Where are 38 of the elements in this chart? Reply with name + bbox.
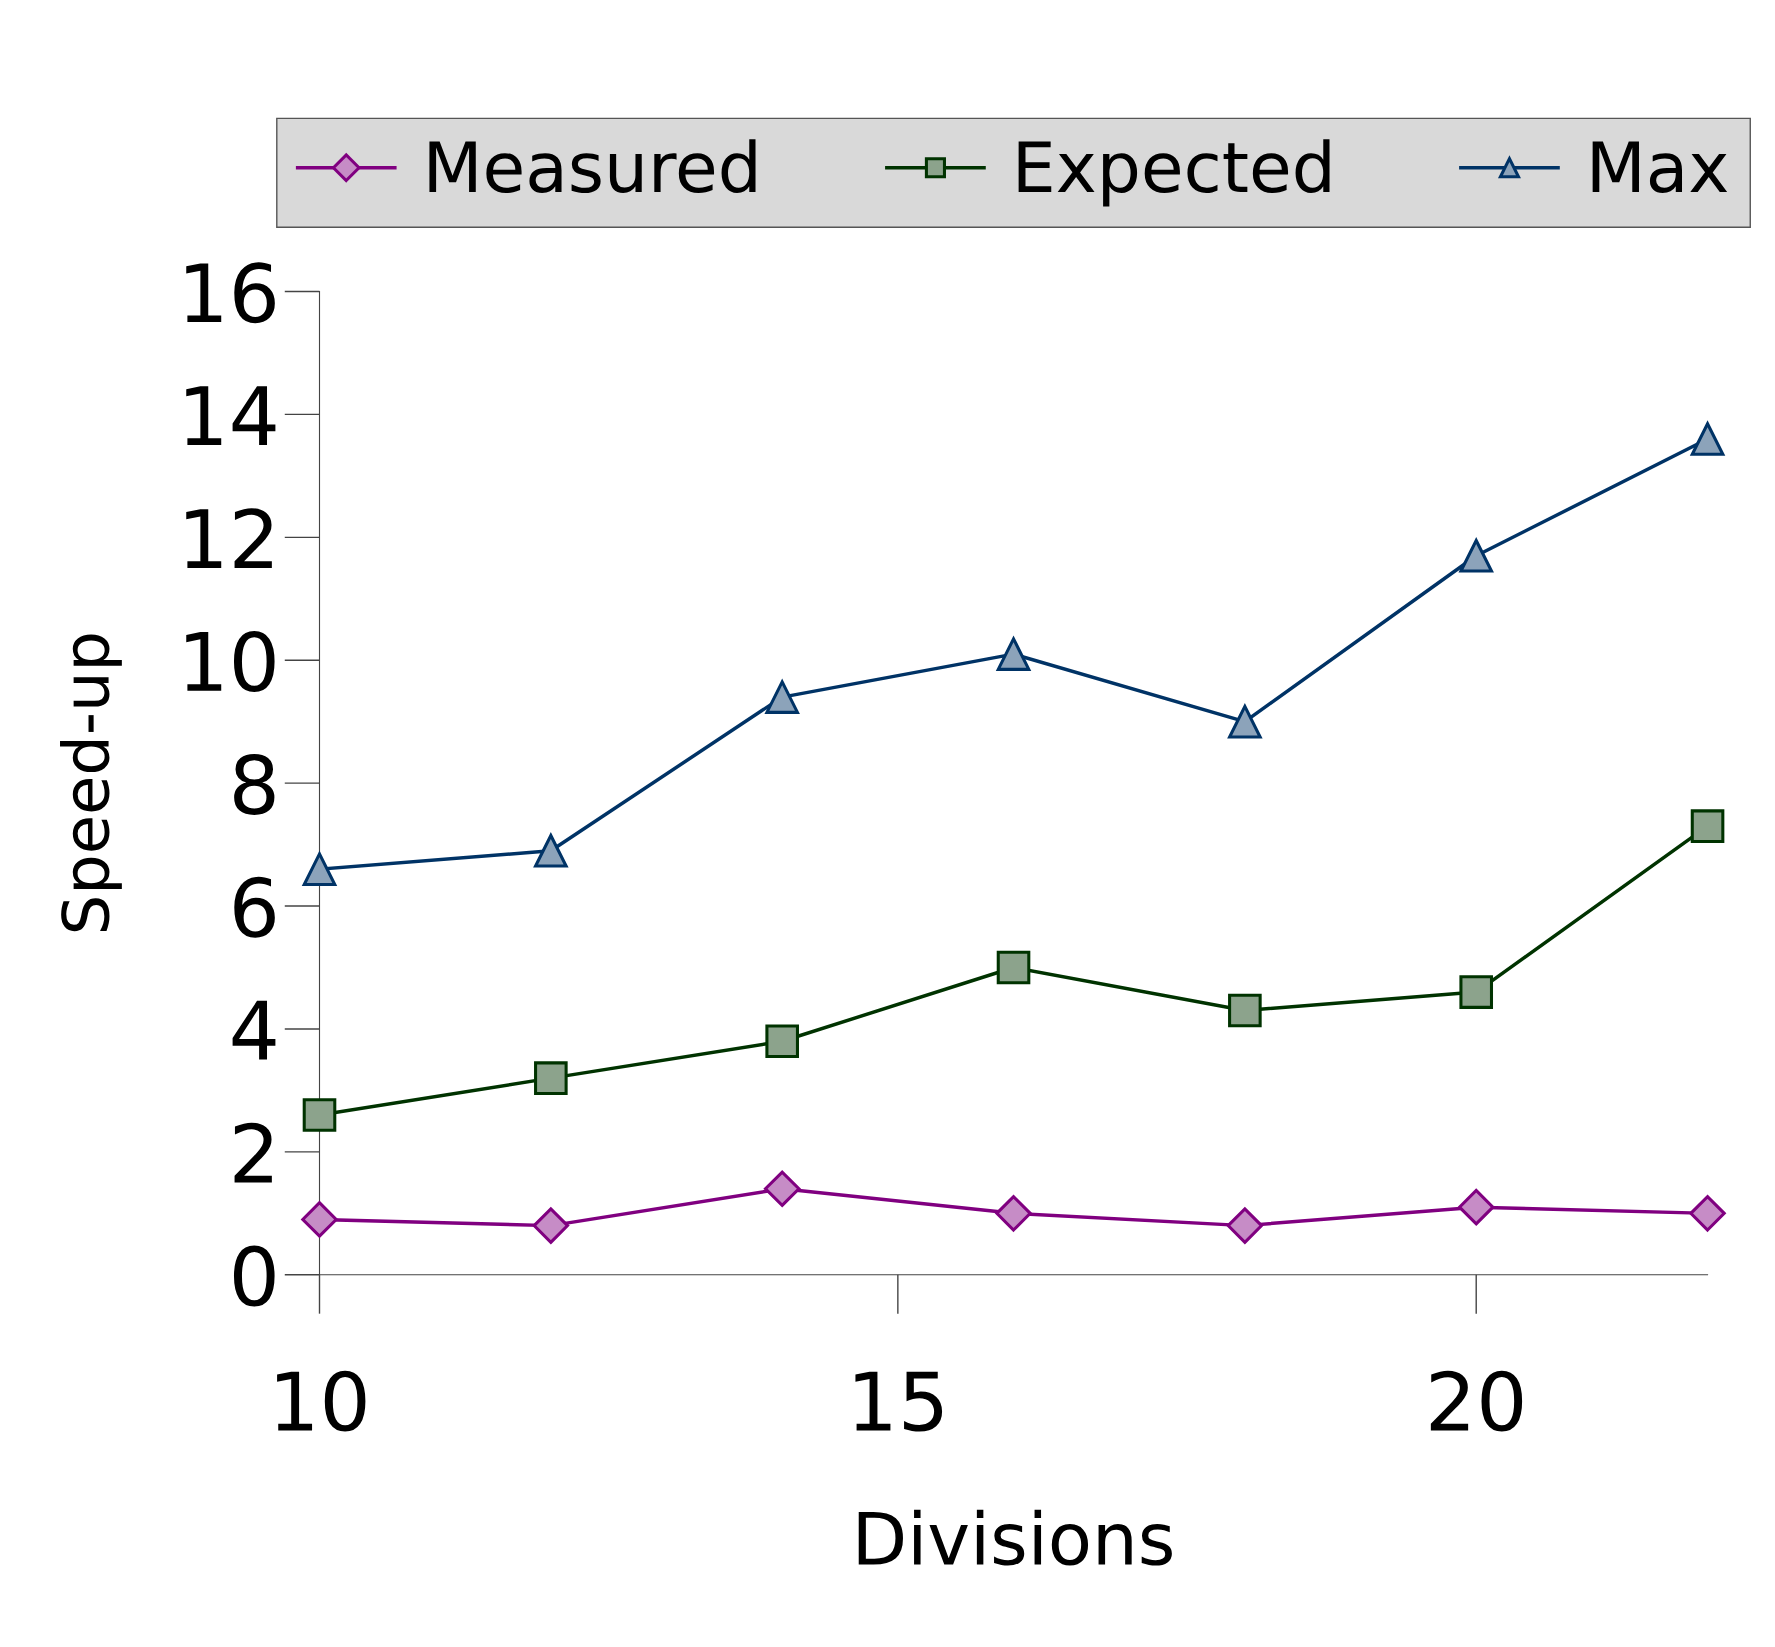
y-tick-label: 8 — [234, 753, 275, 815]
y-tick-label: 4 — [232, 1000, 276, 1060]
y-tick-label: 6 — [234, 876, 275, 938]
x-tick-label: 20 — [1430, 1370, 1523, 1432]
legend-label: Max — [1592, 141, 1728, 194]
point — [996, 637, 1031, 671]
point — [1690, 809, 1725, 843]
point — [1690, 422, 1725, 456]
point — [765, 680, 799, 714]
point — [1459, 538, 1494, 573]
point — [301, 1201, 338, 1238]
point — [1457, 1188, 1495, 1226]
point — [1228, 993, 1262, 1028]
point — [534, 1061, 568, 1095]
point — [996, 950, 1031, 985]
point — [1228, 704, 1262, 739]
y-axis-title: Speed-up — [60, 634, 122, 932]
legend-label: Expected — [1018, 139, 1330, 207]
y-tick-label: 10 — [186, 631, 275, 692]
point — [302, 852, 337, 886]
point — [763, 1170, 801, 1207]
y-tick-label: 0 — [233, 1245, 275, 1307]
point — [1459, 975, 1494, 1009]
x-axis-title: Divisions — [858, 1509, 1172, 1566]
point — [1689, 1195, 1726, 1232]
point — [995, 1195, 1032, 1232]
y-tick-label: 12 — [186, 508, 272, 568]
x-tick-label: 10 — [277, 1370, 366, 1432]
y-tick-label: 16 — [186, 262, 275, 324]
legend-label: Measured — [429, 139, 756, 194]
x-tick-label: 15 — [855, 1371, 943, 1432]
point — [765, 1024, 799, 1059]
point — [532, 1207, 570, 1244]
point — [1226, 1207, 1264, 1244]
point — [302, 1098, 337, 1132]
point — [534, 833, 568, 868]
y-tick-label: 2 — [234, 1122, 272, 1183]
y-tick-label: 14 — [186, 386, 276, 446]
